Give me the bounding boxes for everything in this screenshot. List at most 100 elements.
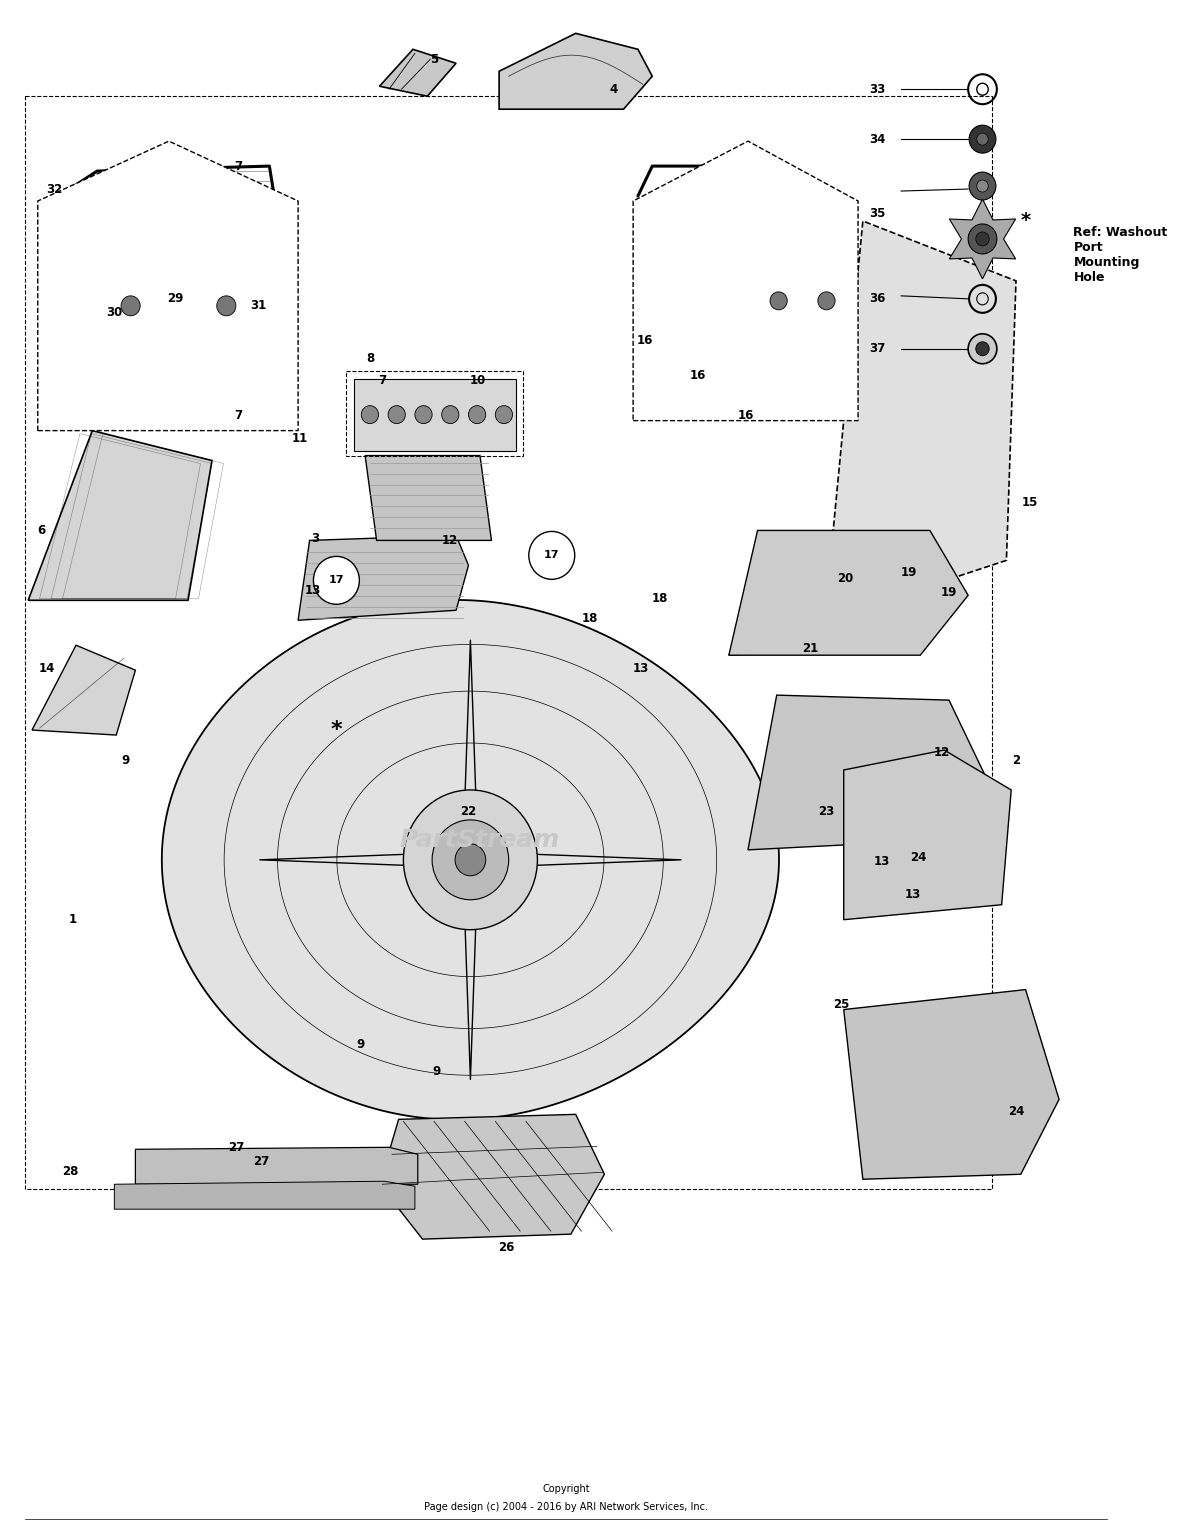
Text: 7: 7 <box>235 410 243 422</box>
Text: 24: 24 <box>1008 1105 1024 1118</box>
Text: 19: 19 <box>900 565 917 579</box>
Text: 27: 27 <box>228 1141 244 1154</box>
Text: 32: 32 <box>46 182 63 196</box>
Text: Page design (c) 2004 - 2016 by ARI Network Services, Inc.: Page design (c) 2004 - 2016 by ARI Netwo… <box>424 1502 708 1511</box>
Polygon shape <box>748 695 988 850</box>
Text: PartStream: PartStream <box>400 828 560 853</box>
Text: 18: 18 <box>582 611 598 625</box>
Circle shape <box>968 225 997 254</box>
Text: *: * <box>1021 211 1030 231</box>
Polygon shape <box>729 530 968 656</box>
Circle shape <box>969 173 996 200</box>
Circle shape <box>455 843 486 876</box>
Text: 14: 14 <box>39 662 55 675</box>
Text: 2: 2 <box>1012 753 1020 767</box>
Text: 13: 13 <box>905 888 920 902</box>
Circle shape <box>122 296 140 316</box>
Circle shape <box>361 405 379 423</box>
Circle shape <box>496 405 512 423</box>
Polygon shape <box>844 990 1060 1180</box>
Text: 9: 9 <box>356 1038 365 1051</box>
Text: 36: 36 <box>868 292 885 306</box>
Text: 10: 10 <box>470 374 486 387</box>
Text: 16: 16 <box>738 410 754 422</box>
Circle shape <box>760 281 798 321</box>
FancyBboxPatch shape <box>758 255 844 345</box>
Polygon shape <box>499 34 653 108</box>
Text: 29: 29 <box>168 292 184 306</box>
Text: 24: 24 <box>910 851 926 865</box>
Text: 17: 17 <box>329 576 345 585</box>
Polygon shape <box>365 455 491 541</box>
Text: 16: 16 <box>636 335 653 347</box>
Text: 27: 27 <box>254 1155 270 1167</box>
Text: 20: 20 <box>838 571 854 585</box>
Text: 28: 28 <box>63 1164 79 1178</box>
Circle shape <box>969 125 996 153</box>
Text: Copyright: Copyright <box>543 1484 590 1494</box>
Circle shape <box>976 232 989 246</box>
Text: 31: 31 <box>250 299 266 312</box>
Circle shape <box>807 281 846 321</box>
Circle shape <box>977 180 988 193</box>
Text: 11: 11 <box>291 432 308 445</box>
Circle shape <box>976 342 989 356</box>
Text: 23: 23 <box>819 805 834 819</box>
Polygon shape <box>28 431 212 601</box>
Text: 26: 26 <box>499 1241 514 1253</box>
Text: 15: 15 <box>1022 497 1038 509</box>
Text: 7: 7 <box>235 159 243 173</box>
Circle shape <box>314 556 360 604</box>
Circle shape <box>205 284 248 329</box>
Text: 1: 1 <box>70 914 77 926</box>
Text: 25: 25 <box>833 998 850 1012</box>
Circle shape <box>432 821 509 900</box>
Text: 7: 7 <box>379 374 386 387</box>
Text: 3: 3 <box>312 532 320 545</box>
Polygon shape <box>38 141 299 431</box>
FancyBboxPatch shape <box>101 261 250 351</box>
Polygon shape <box>32 645 136 735</box>
Circle shape <box>468 405 486 423</box>
Polygon shape <box>380 1114 604 1239</box>
Polygon shape <box>114 1181 415 1209</box>
Text: 18: 18 <box>651 591 668 605</box>
Circle shape <box>441 405 459 423</box>
Text: 35: 35 <box>868 206 885 220</box>
Text: 13: 13 <box>632 662 649 675</box>
Text: 12: 12 <box>933 746 950 758</box>
Text: 13: 13 <box>304 584 321 597</box>
Circle shape <box>818 292 835 310</box>
Text: 8: 8 <box>366 353 374 365</box>
Circle shape <box>977 133 988 145</box>
Text: 16: 16 <box>690 370 707 382</box>
Polygon shape <box>844 750 1011 920</box>
Text: *: * <box>330 720 342 740</box>
Polygon shape <box>354 379 517 451</box>
Circle shape <box>529 532 575 579</box>
Polygon shape <box>825 222 1016 620</box>
Circle shape <box>404 790 537 929</box>
Text: 33: 33 <box>870 83 885 96</box>
Polygon shape <box>299 535 468 620</box>
Text: 19: 19 <box>940 585 957 599</box>
Text: 21: 21 <box>802 642 819 654</box>
Polygon shape <box>950 199 1016 280</box>
Text: 17: 17 <box>544 550 559 561</box>
Text: 22: 22 <box>460 805 477 819</box>
Text: 4: 4 <box>610 83 618 96</box>
Circle shape <box>217 296 236 316</box>
Text: 5: 5 <box>430 53 438 66</box>
Circle shape <box>771 292 787 310</box>
Circle shape <box>388 405 405 423</box>
Text: 34: 34 <box>868 133 885 145</box>
Polygon shape <box>729 596 902 656</box>
Text: 13: 13 <box>874 856 890 868</box>
Circle shape <box>110 284 152 329</box>
Text: 37: 37 <box>870 342 885 354</box>
Circle shape <box>968 333 997 364</box>
Polygon shape <box>634 141 858 420</box>
Text: 9: 9 <box>122 753 130 767</box>
Text: Ref: Washout
Port
Mounting
Hole: Ref: Washout Port Mounting Hole <box>1074 226 1168 284</box>
Circle shape <box>415 405 432 423</box>
